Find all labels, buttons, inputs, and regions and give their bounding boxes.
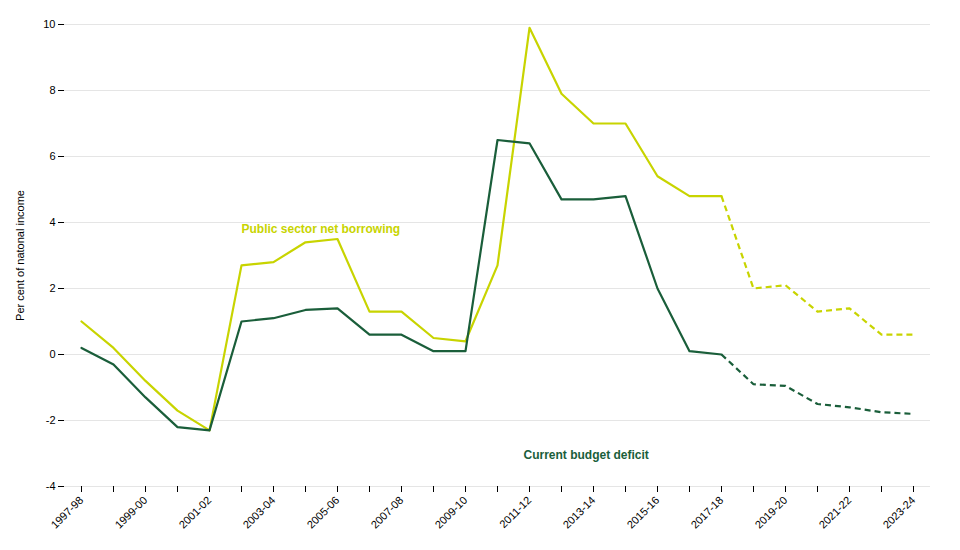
svg-text:2011-12: 2011-12	[497, 494, 533, 530]
svg-text:2023-24: 2023-24	[880, 494, 917, 531]
svg-text:2019-20: 2019-20	[752, 494, 789, 531]
svg-text:2009-10: 2009-10	[432, 494, 469, 531]
svg-text:Current budget deficit: Current budget deficit	[524, 448, 649, 462]
svg-text:1997-98: 1997-98	[48, 494, 85, 531]
svg-text:2001-02: 2001-02	[176, 494, 213, 531]
svg-text:2003-04: 2003-04	[240, 494, 277, 531]
svg-text:Public sector net borrowing: Public sector net borrowing	[242, 222, 401, 236]
svg-text:10: 10	[43, 18, 55, 30]
svg-text:0: 0	[49, 348, 55, 360]
svg-text:Per cent of natonal income: Per cent of natonal income	[14, 190, 26, 321]
svg-text:2015-16: 2015-16	[624, 494, 661, 531]
svg-text:2017-18: 2017-18	[688, 494, 725, 531]
svg-text:1999-00: 1999-00	[112, 494, 149, 531]
svg-text:2005-06: 2005-06	[304, 494, 341, 531]
svg-text:6: 6	[49, 150, 55, 162]
svg-text:2: 2	[49, 282, 55, 294]
svg-text:-4: -4	[46, 480, 56, 492]
svg-text:2013-14: 2013-14	[560, 494, 597, 531]
svg-text:2007-08: 2007-08	[368, 494, 405, 531]
svg-text:8: 8	[49, 84, 55, 96]
svg-text:-2: -2	[46, 414, 56, 426]
svg-text:2021-22: 2021-22	[816, 494, 853, 531]
svg-text:4: 4	[49, 216, 55, 228]
